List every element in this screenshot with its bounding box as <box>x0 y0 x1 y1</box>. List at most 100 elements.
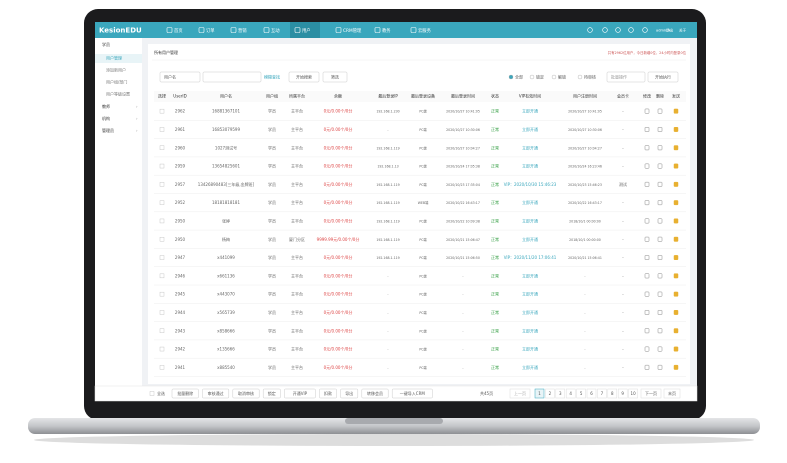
page-button[interactable] <box>640 388 662 399</box>
checkbox[interactable] <box>159 218 165 224</box>
cell[interactable]: 立即开通 <box>522 217 538 223</box>
action-icon[interactable] <box>673 364 679 370</box>
sidebar-item[interactable]: 用户等级设置 <box>106 91 130 97</box>
checkbox[interactable] <box>159 145 165 150</box>
nav-item[interactable]: 互动 <box>271 27 280 34</box>
action-icon[interactable] <box>657 310 663 315</box>
page-button[interactable] <box>545 388 555 399</box>
footer-button[interactable] <box>262 388 281 399</box>
cell[interactable]: 立即开通 <box>522 144 538 150</box>
checkbox[interactable] <box>159 237 165 242</box>
cell[interactable]: 立即开通 <box>522 236 538 242</box>
nav-right-icon[interactable] <box>587 27 593 33</box>
action-icon[interactable] <box>657 218 663 224</box>
checkbox[interactable] <box>159 255 165 260</box>
sidebar-group[interactable]: 教师 <box>102 103 110 109</box>
nav-item[interactable]: 教务 <box>382 27 391 34</box>
page-button[interactable] <box>663 388 681 399</box>
checkbox[interactable] <box>159 365 165 370</box>
cell[interactable]: VIP：2020/11/20 17:06:41 <box>504 255 557 260</box>
action-icon[interactable] <box>673 291 679 297</box>
radio[interactable] <box>508 74 514 80</box>
batch-select[interactable] <box>606 71 646 83</box>
action-icon[interactable] <box>657 181 663 187</box>
page-button[interactable] <box>607 388 618 399</box>
action-icon[interactable] <box>644 218 650 224</box>
action-icon[interactable] <box>657 328 663 334</box>
action-icon[interactable] <box>673 310 679 315</box>
cell[interactable]: 立即开通 <box>522 364 538 370</box>
nav-right-item[interactable]: 关于 <box>679 28 687 33</box>
action-icon[interactable] <box>673 181 679 187</box>
cell[interactable]: 立即开通 <box>522 291 538 297</box>
action-icon[interactable] <box>673 127 679 132</box>
button[interactable] <box>647 71 679 83</box>
button[interactable] <box>322 71 348 83</box>
action-icon[interactable] <box>657 163 663 169</box>
action-icon[interactable] <box>644 145 650 151</box>
checkbox[interactable] <box>149 391 155 396</box>
cell[interactable]: 立即开通 <box>522 163 538 169</box>
action-icon[interactable] <box>673 163 679 169</box>
cell[interactable]: 立即开通 <box>522 272 538 278</box>
action-icon[interactable] <box>673 145 679 151</box>
nav-right-item[interactable]: 退出 <box>666 28 674 33</box>
cell[interactable]: VIP：2020/10/30 15:46:23 <box>504 182 557 187</box>
page-button[interactable] <box>555 388 566 399</box>
action-icon[interactable] <box>657 200 663 206</box>
sidebar-group[interactable]: 学员 <box>102 41 110 47</box>
cell[interactable]: 立即开通 <box>522 327 538 333</box>
action-icon[interactable] <box>644 200 650 206</box>
action-icon[interactable] <box>644 291 650 297</box>
search-input[interactable] <box>202 71 262 83</box>
checkbox[interactable] <box>159 273 165 279</box>
action-icon[interactable] <box>673 218 679 224</box>
nav-item[interactable]: 用户 <box>302 27 311 34</box>
footer-button[interactable] <box>202 388 230 399</box>
select[interactable] <box>159 71 201 83</box>
action-icon[interactable] <box>644 346 650 352</box>
page-button[interactable] <box>565 388 576 399</box>
action-icon[interactable] <box>644 328 650 334</box>
checkbox[interactable] <box>159 108 165 114</box>
cell[interactable]: 立即开通 <box>522 199 538 205</box>
action-icon[interactable] <box>657 145 663 151</box>
checkbox[interactable] <box>159 291 165 297</box>
checkbox[interactable] <box>159 163 165 169</box>
page-button[interactable] <box>534 388 545 399</box>
action-icon[interactable] <box>644 255 650 261</box>
checkbox[interactable] <box>159 182 165 187</box>
sidebar-item[interactable]: 用户组/部门 <box>106 79 127 85</box>
nav-item[interactable]: 云服务 <box>418 27 432 34</box>
action-icon[interactable] <box>657 364 663 370</box>
action-icon[interactable] <box>644 236 650 242</box>
nav-item[interactable]: CRM管理 <box>343 27 362 34</box>
sidebar-item[interactable]: 添加新用户 <box>106 67 126 73</box>
checkbox[interactable] <box>159 127 165 132</box>
action-icon[interactable] <box>657 108 663 114</box>
page-button[interactable] <box>509 388 531 399</box>
checkbox[interactable] <box>159 346 165 352</box>
checkbox[interactable] <box>159 310 165 315</box>
footer-button[interactable] <box>284 388 316 399</box>
action-icon[interactable] <box>644 181 650 187</box>
radio[interactable] <box>551 74 557 80</box>
action-icon[interactable] <box>657 346 663 352</box>
cell[interactable]: 立即开通 <box>522 309 538 315</box>
page-button[interactable] <box>586 388 597 399</box>
action-icon[interactable] <box>673 273 679 279</box>
action-icon[interactable] <box>644 310 650 315</box>
nav-item[interactable]: 订单 <box>206 27 215 34</box>
nav-right-item[interactable]: admin ▾ <box>656 29 670 33</box>
page-button[interactable] <box>617 388 628 399</box>
page-button[interactable] <box>628 388 638 399</box>
nav-right-icon[interactable] <box>602 27 608 33</box>
cell[interactable]: 立即开通 <box>522 108 538 114</box>
action-icon[interactable] <box>657 236 663 242</box>
action-icon[interactable] <box>673 346 679 352</box>
action-icon[interactable] <box>673 328 679 334</box>
action-icon[interactable] <box>673 255 679 261</box>
action-icon[interactable] <box>673 236 679 242</box>
footer-button[interactable] <box>340 388 359 399</box>
nav-item[interactable]: 首页 <box>174 27 183 34</box>
